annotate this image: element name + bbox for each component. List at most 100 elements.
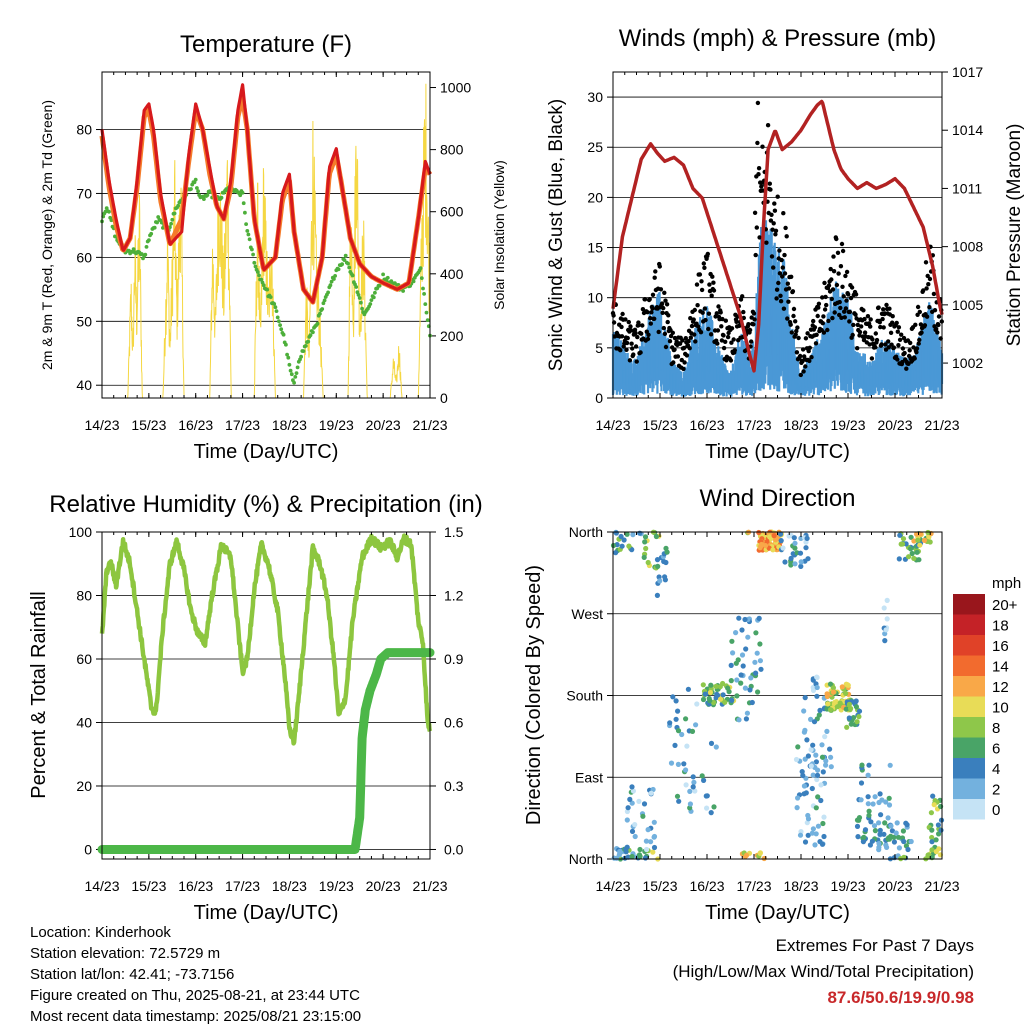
- direction-point: [798, 563, 804, 570]
- y2-tick-label: 0.3: [444, 778, 464, 794]
- gust-point: [628, 324, 633, 329]
- gust-point: [840, 284, 845, 289]
- dewpoint-point: [293, 375, 298, 379]
- direction-point: [897, 532, 903, 538]
- direction-point: [740, 663, 746, 669]
- dewpoint-point: [411, 279, 416, 284]
- gust-point: [663, 344, 669, 350]
- gust-point: [768, 187, 773, 192]
- gust-point: [798, 353, 803, 359]
- gust-point: [737, 323, 742, 328]
- gust-point: [935, 330, 940, 335]
- gust-point: [698, 330, 704, 335]
- gust-point: [665, 319, 670, 325]
- direction-point: [739, 627, 745, 633]
- direction-point: [614, 855, 620, 861]
- direction-point: [618, 533, 624, 540]
- direction-point: [629, 828, 636, 835]
- gust-point: [855, 346, 860, 351]
- gust-point: [870, 337, 875, 342]
- direction-point: [827, 746, 833, 752]
- gust-point: [653, 269, 658, 274]
- gust-point: [834, 236, 839, 242]
- direction-point: [904, 822, 910, 828]
- gust-point: [626, 319, 631, 325]
- gust-point: [847, 319, 852, 324]
- direction-point: [805, 556, 811, 562]
- direction-point: [885, 815, 891, 821]
- gust-point: [790, 289, 796, 294]
- series-relative-humidity: [99, 533, 433, 746]
- x-tick-label: 19/23: [319, 878, 354, 894]
- direction-point: [906, 554, 912, 560]
- x-tick-label: 15/23: [131, 417, 166, 433]
- dewpoint-point: [295, 365, 300, 370]
- direction-point: [653, 533, 660, 540]
- series-2m-temperature: [100, 83, 432, 304]
- direction-point: [797, 550, 804, 556]
- extremes-box: Extremes For Past 7 Days (High/Low/Max W…: [673, 933, 974, 1011]
- direction-point: [683, 782, 689, 788]
- gust-point: [794, 328, 799, 334]
- gust-point: [663, 298, 668, 303]
- gust-point: [793, 319, 798, 324]
- direction-point: [617, 848, 623, 855]
- direction-point: [644, 846, 650, 853]
- direction-point: [805, 812, 811, 819]
- gust-point: [800, 347, 806, 352]
- direction-point: [795, 795, 801, 801]
- gust-point: [780, 265, 785, 270]
- gust-point: [835, 250, 841, 255]
- gust-point: [683, 336, 688, 341]
- direction-point: [694, 701, 700, 707]
- colorbar-label: 18: [992, 618, 1009, 635]
- direction-point: [814, 674, 820, 680]
- direction-point: [748, 675, 754, 681]
- gust-point: [902, 350, 907, 356]
- direction-point: [675, 728, 682, 734]
- dewpoint-point: [170, 217, 175, 222]
- direction-point: [643, 838, 650, 844]
- direction-point: [801, 729, 808, 735]
- dewpoint-point: [359, 300, 363, 305]
- gust-point: [672, 347, 677, 352]
- gust-point: [662, 290, 667, 295]
- direction-point: [749, 699, 755, 706]
- direction-point: [642, 534, 649, 540]
- dewpoint-point: [265, 287, 270, 292]
- direction-point: [632, 822, 638, 828]
- direction-point: [643, 545, 649, 552]
- gust-point: [723, 318, 728, 323]
- gust-point: [855, 322, 860, 328]
- colorbar-label: 2: [992, 782, 1000, 799]
- direction-point: [623, 846, 629, 853]
- series-station-pressure: [611, 99, 944, 373]
- gust-point: [786, 299, 791, 304]
- direction-point: [830, 689, 837, 695]
- gust-point: [703, 317, 708, 323]
- gust-point: [897, 337, 903, 342]
- gust-point: [681, 345, 687, 351]
- gust-point: [741, 309, 746, 315]
- y2-tick-label: 200: [440, 328, 464, 344]
- dewpoint-point: [251, 252, 256, 257]
- direction-point: [730, 650, 736, 656]
- gust-point: [716, 304, 721, 309]
- colorbar-label: 0: [992, 802, 1000, 819]
- x-tick-label: 17/23: [736, 878, 771, 894]
- gust-point: [886, 345, 891, 350]
- gust-point: [707, 282, 712, 287]
- gust-point: [843, 273, 848, 279]
- gust-point: [680, 338, 685, 343]
- direction-point: [865, 801, 871, 807]
- x-tick-label: 17/23: [225, 417, 260, 433]
- gust-point: [844, 298, 849, 303]
- gust-point: [682, 360, 687, 365]
- gust-point: [846, 292, 851, 297]
- colorbar-swatch: [953, 799, 985, 820]
- gust-point: [782, 252, 787, 258]
- gust-point: [752, 317, 757, 322]
- gust-point: [820, 295, 825, 300]
